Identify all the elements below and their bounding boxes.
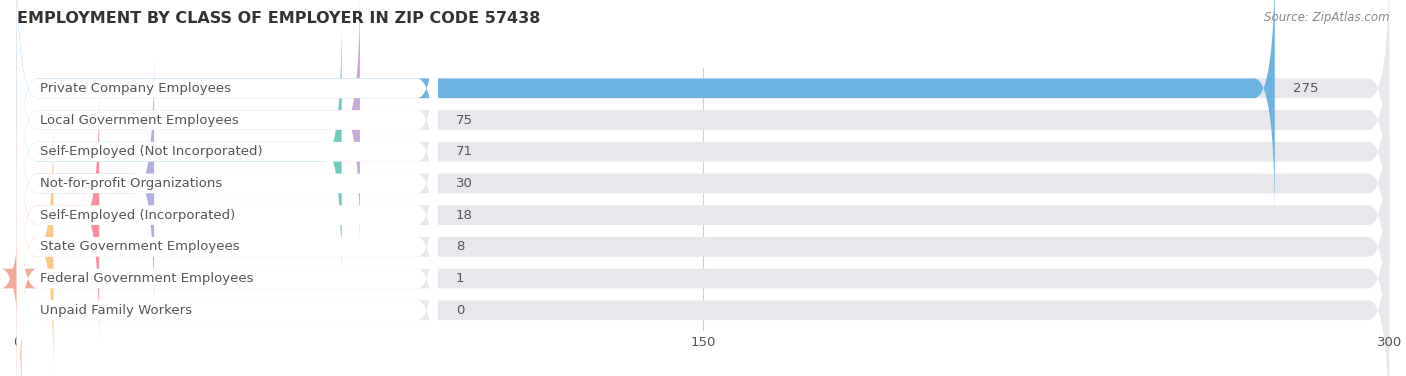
FancyBboxPatch shape (17, 177, 437, 376)
FancyBboxPatch shape (17, 0, 437, 221)
Text: 30: 30 (456, 177, 472, 190)
Text: Self-Employed (Not Incorporated): Self-Employed (Not Incorporated) (39, 145, 263, 158)
FancyBboxPatch shape (17, 0, 1389, 221)
FancyBboxPatch shape (17, 0, 437, 253)
FancyBboxPatch shape (17, 19, 1389, 285)
FancyBboxPatch shape (17, 114, 53, 376)
Text: Not-for-profit Organizations: Not-for-profit Organizations (39, 177, 222, 190)
Text: Federal Government Employees: Federal Government Employees (39, 272, 253, 285)
FancyBboxPatch shape (17, 177, 1389, 376)
FancyBboxPatch shape (17, 146, 437, 376)
FancyBboxPatch shape (17, 19, 437, 285)
Text: State Government Employees: State Government Employees (39, 240, 239, 253)
FancyBboxPatch shape (17, 82, 1389, 348)
FancyBboxPatch shape (17, 114, 437, 376)
FancyBboxPatch shape (17, 114, 1389, 376)
Text: Private Company Employees: Private Company Employees (39, 82, 231, 95)
Text: EMPLOYMENT BY CLASS OF EMPLOYER IN ZIP CODE 57438: EMPLOYMENT BY CLASS OF EMPLOYER IN ZIP C… (17, 11, 540, 26)
FancyBboxPatch shape (17, 50, 437, 316)
FancyBboxPatch shape (17, 0, 1275, 221)
Text: 0: 0 (456, 304, 464, 317)
FancyBboxPatch shape (17, 50, 155, 316)
FancyBboxPatch shape (17, 0, 1389, 253)
Text: Unpaid Family Workers: Unpaid Family Workers (39, 304, 191, 317)
FancyBboxPatch shape (17, 82, 437, 348)
Text: 18: 18 (456, 209, 472, 221)
Text: 275: 275 (1294, 82, 1319, 95)
Text: 75: 75 (456, 114, 472, 126)
FancyBboxPatch shape (17, 82, 100, 348)
FancyBboxPatch shape (1, 146, 38, 376)
Text: 1: 1 (456, 272, 464, 285)
Text: 71: 71 (456, 145, 472, 158)
FancyBboxPatch shape (17, 50, 1389, 316)
Text: Source: ZipAtlas.com: Source: ZipAtlas.com (1264, 11, 1389, 24)
Text: 8: 8 (456, 240, 464, 253)
FancyBboxPatch shape (17, 19, 342, 285)
Text: Self-Employed (Incorporated): Self-Employed (Incorporated) (39, 209, 235, 221)
FancyBboxPatch shape (17, 0, 360, 253)
FancyBboxPatch shape (17, 146, 1389, 376)
Text: Local Government Employees: Local Government Employees (39, 114, 239, 126)
